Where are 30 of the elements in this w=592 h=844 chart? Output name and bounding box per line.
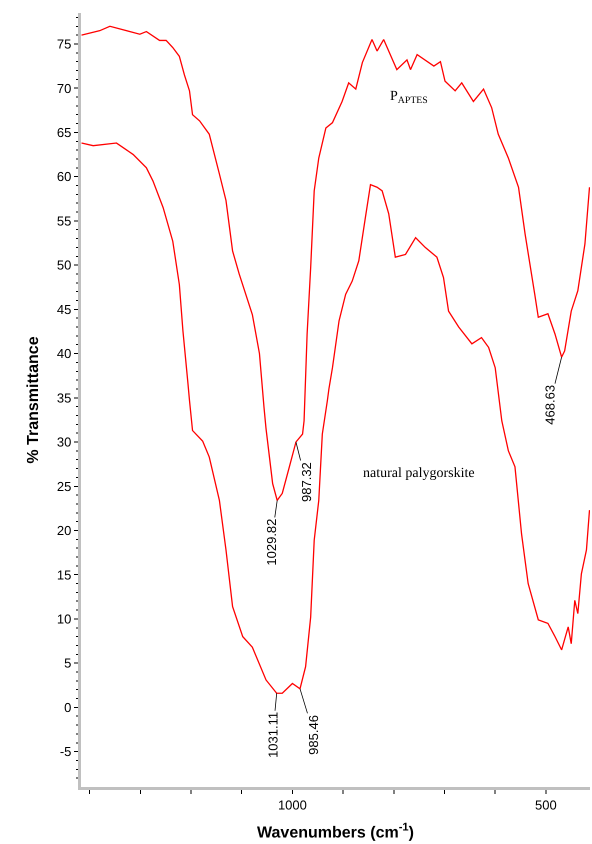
y-tick-label: 30: [56, 434, 72, 450]
annotation: 985.46: [306, 715, 322, 755]
y-tick-label: 70: [56, 80, 72, 96]
y-tick-label: 55: [56, 213, 72, 228]
y-tick-label: 60: [56, 169, 72, 184]
y-tick-label: 75: [56, 36, 72, 52]
y-tick-label: 65: [56, 124, 72, 140]
y-tick-label: 5: [64, 656, 72, 671]
annotation: 468.63: [542, 384, 558, 425]
line-series: [81, 26, 590, 502]
y-tick-label: 35: [56, 390, 72, 406]
line-series: [81, 142, 590, 694]
text: natural palygorskite: [363, 466, 475, 481]
y-tick-label: 45: [56, 302, 72, 317]
y-tick-label: -5: [60, 744, 72, 760]
series-label: P$_{APTES}$: [390, 89, 428, 106]
x-tick-label: 1000: [278, 798, 307, 813]
annotation: 1029.82: [264, 518, 279, 566]
y-tick-label: 40: [56, 346, 72, 362]
y-axis-title: % Transmittance: [24, 336, 42, 464]
y-tick-label: 50: [56, 258, 72, 273]
y-tick-label: 15: [56, 567, 72, 582]
x-tick-label: 500: [535, 798, 557, 813]
y-tick-label: 10: [56, 611, 72, 626]
y-tick-label: 20: [56, 523, 72, 538]
annotation: 1031.11: [265, 712, 280, 758]
x-axis-title: Wavenumbers (cm$^{-1}$): [257, 822, 414, 842]
annotation: 987.32: [298, 462, 314, 502]
y-tick-label: 25: [56, 478, 72, 494]
y-tick-label: 0: [64, 700, 72, 715]
